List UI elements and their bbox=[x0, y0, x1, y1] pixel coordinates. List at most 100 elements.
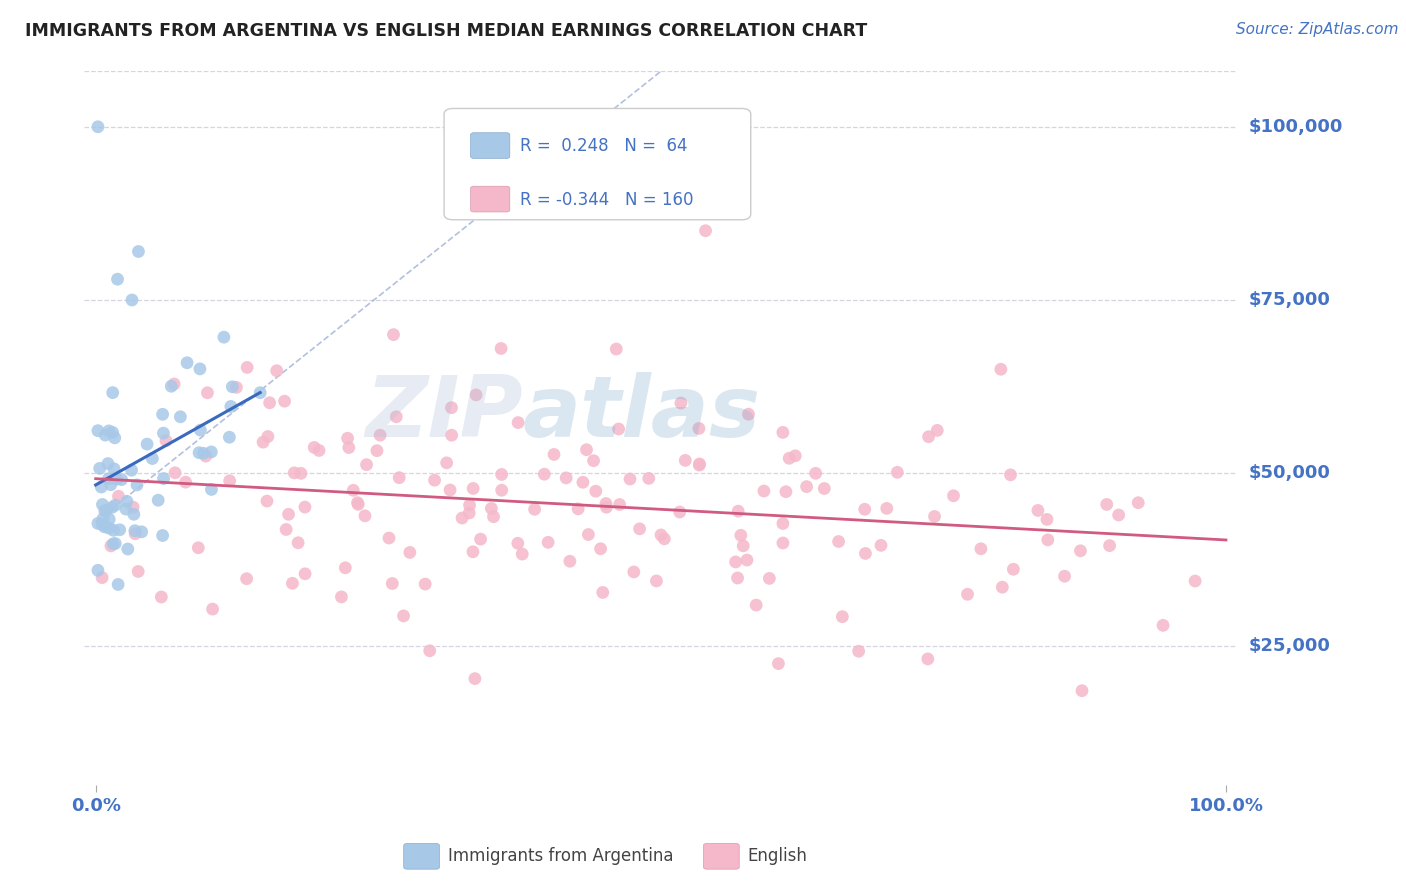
Point bbox=[582, 453, 605, 467]
Point bbox=[727, 504, 749, 518]
Point bbox=[772, 536, 794, 550]
Point bbox=[257, 429, 280, 443]
Point bbox=[917, 430, 939, 444]
Point bbox=[193, 446, 215, 460]
Point bbox=[1152, 618, 1174, 632]
Point bbox=[886, 466, 908, 480]
Point bbox=[97, 457, 120, 471]
Point bbox=[689, 457, 711, 471]
Point bbox=[637, 471, 659, 485]
Point bbox=[392, 608, 415, 623]
Point bbox=[917, 652, 939, 666]
Point bbox=[125, 478, 148, 492]
Point bbox=[124, 526, 146, 541]
Point bbox=[772, 516, 794, 531]
Point bbox=[93, 520, 115, 534]
Point bbox=[346, 496, 368, 510]
Point bbox=[1000, 467, 1022, 482]
Point bbox=[308, 443, 330, 458]
Point bbox=[382, 327, 405, 342]
Point bbox=[1128, 496, 1150, 510]
Point bbox=[107, 489, 129, 503]
Point bbox=[101, 500, 124, 515]
Point bbox=[200, 445, 222, 459]
Point bbox=[302, 441, 325, 455]
Point bbox=[607, 422, 630, 436]
Point bbox=[121, 463, 143, 477]
Point bbox=[724, 555, 747, 569]
Point bbox=[575, 442, 598, 457]
FancyBboxPatch shape bbox=[444, 109, 751, 219]
Point bbox=[104, 536, 127, 550]
Point bbox=[768, 657, 790, 671]
Point bbox=[1071, 683, 1094, 698]
Point bbox=[772, 425, 794, 440]
Text: $25,000: $25,000 bbox=[1249, 638, 1330, 656]
Point bbox=[461, 545, 484, 559]
Text: IMMIGRANTS FROM ARGENTINA VS ENGLISH MEDIAN EARNINGS CORRELATION CHART: IMMIGRANTS FROM ARGENTINA VS ENGLISH MED… bbox=[25, 22, 868, 40]
Point bbox=[489, 342, 512, 356]
Point bbox=[1036, 512, 1059, 526]
Point bbox=[188, 362, 211, 376]
Point bbox=[758, 571, 780, 585]
Point bbox=[94, 504, 117, 518]
Point bbox=[100, 477, 122, 491]
Text: English: English bbox=[748, 847, 807, 865]
Point bbox=[190, 423, 212, 437]
Point bbox=[165, 466, 187, 480]
Point bbox=[97, 424, 120, 438]
Point bbox=[225, 380, 247, 394]
Point bbox=[752, 483, 775, 498]
Point bbox=[97, 521, 120, 535]
Point bbox=[413, 577, 436, 591]
Point bbox=[87, 424, 110, 438]
Point bbox=[381, 576, 404, 591]
Text: ZIP: ZIP bbox=[364, 372, 523, 456]
Point bbox=[283, 466, 305, 480]
Text: R = -0.344   N = 160: R = -0.344 N = 160 bbox=[520, 191, 693, 209]
Point bbox=[131, 524, 153, 539]
Point bbox=[688, 421, 710, 435]
Point bbox=[385, 409, 408, 424]
Point bbox=[510, 547, 533, 561]
Point bbox=[927, 424, 949, 438]
Point bbox=[266, 364, 288, 378]
Point bbox=[378, 531, 401, 545]
Point bbox=[188, 445, 211, 459]
Point bbox=[451, 511, 474, 525]
Point bbox=[256, 494, 278, 508]
Point bbox=[508, 416, 530, 430]
Point bbox=[354, 508, 377, 523]
Point bbox=[105, 472, 128, 486]
Point bbox=[398, 545, 420, 559]
Point bbox=[506, 536, 529, 550]
Point bbox=[218, 430, 240, 444]
Point bbox=[121, 293, 143, 307]
Point bbox=[1026, 503, 1049, 517]
Point bbox=[1095, 498, 1118, 512]
Point bbox=[870, 538, 893, 552]
Point bbox=[235, 572, 257, 586]
Point bbox=[337, 441, 360, 455]
Point bbox=[294, 566, 316, 581]
Point bbox=[148, 493, 170, 508]
Point bbox=[592, 585, 614, 599]
Point bbox=[330, 590, 353, 604]
Point bbox=[440, 428, 463, 442]
Point bbox=[775, 484, 797, 499]
Point bbox=[1108, 508, 1130, 522]
Point bbox=[356, 458, 378, 472]
Point bbox=[336, 431, 359, 445]
Point bbox=[187, 541, 209, 555]
Point bbox=[463, 482, 485, 496]
Point bbox=[110, 473, 132, 487]
Point bbox=[991, 580, 1014, 594]
Point bbox=[804, 467, 827, 481]
Point bbox=[87, 563, 110, 577]
Point bbox=[104, 431, 127, 445]
Point bbox=[956, 587, 979, 601]
Point bbox=[287, 535, 309, 549]
Point bbox=[423, 473, 446, 487]
Point bbox=[470, 532, 492, 546]
Point bbox=[117, 541, 139, 556]
